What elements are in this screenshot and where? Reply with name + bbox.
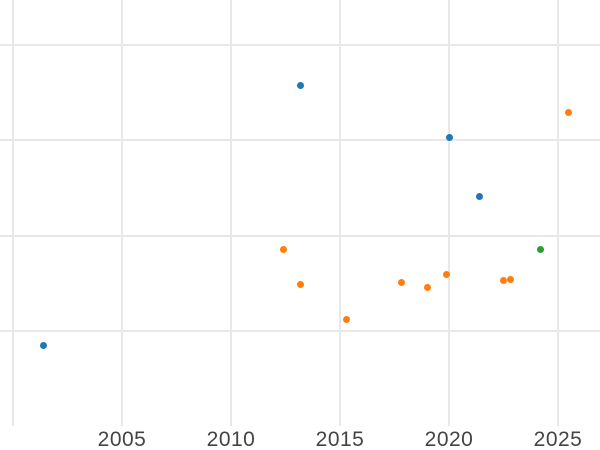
vertical-gridline: [121, 0, 123, 426]
orange-series-point: [565, 109, 573, 117]
horizontal-gridline: [0, 139, 600, 142]
orange-series-point: [297, 280, 305, 288]
x-tick-label: 2020: [424, 428, 474, 450]
green-series-point: [537, 246, 545, 254]
blue-series-point: [445, 133, 453, 141]
horizontal-gridline: [0, 329, 600, 332]
x-tick-label: 2010: [206, 428, 256, 450]
x-tick-label: 2015: [315, 428, 365, 450]
orange-series-point: [343, 316, 351, 324]
blue-series-point: [297, 81, 305, 89]
vertical-gridline: [557, 0, 559, 426]
orange-series-point: [279, 246, 287, 254]
x-tick-label: 2005: [97, 428, 147, 450]
vertical-gridline: [230, 0, 232, 426]
blue-series-point: [476, 193, 484, 201]
orange-series-point: [397, 278, 405, 286]
orange-series-point: [443, 271, 451, 279]
vertical-gridline: [12, 0, 14, 426]
vertical-gridline: [339, 0, 341, 426]
horizontal-gridline: [0, 43, 600, 46]
orange-series-point: [500, 276, 507, 284]
x-tick-label: 2025: [533, 428, 583, 450]
horizontal-gridline: [0, 234, 600, 237]
orange-series-point: [423, 283, 431, 291]
blue-series-point: [40, 341, 48, 349]
vertical-gridline: [448, 0, 450, 426]
orange-series-point: [506, 275, 514, 283]
